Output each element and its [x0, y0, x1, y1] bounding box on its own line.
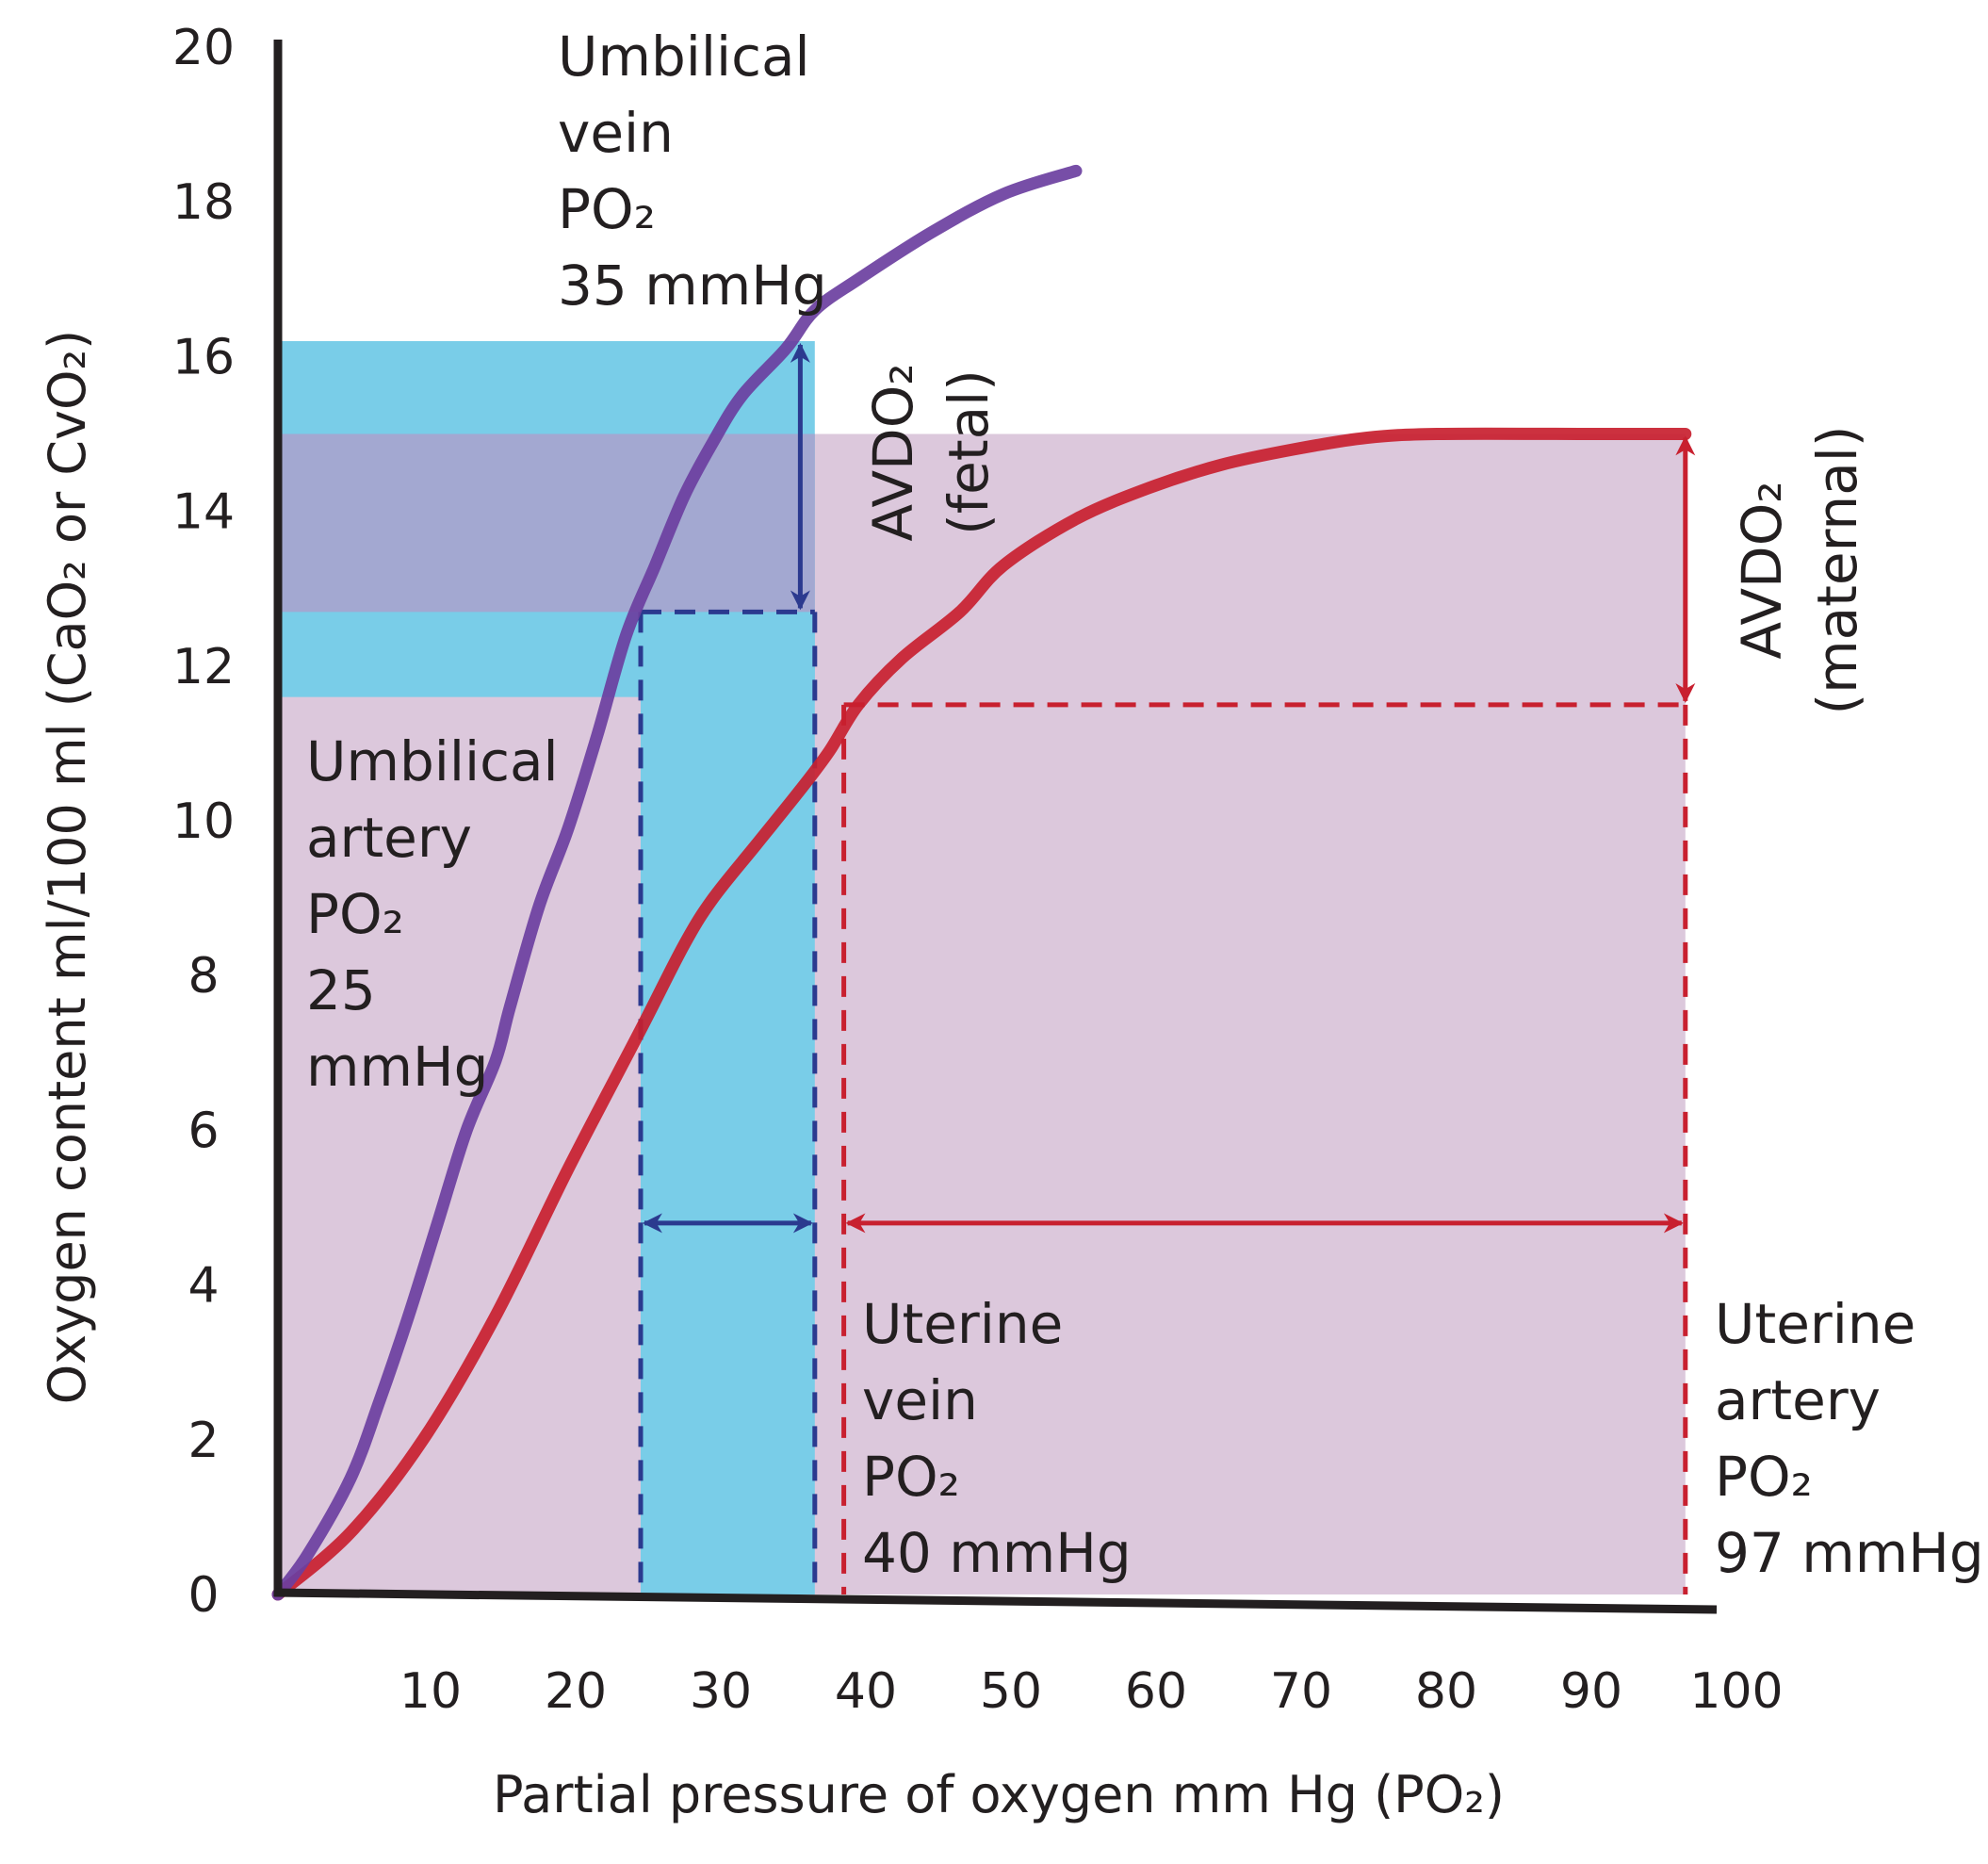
annotation-avdo2-maternal: AVDO₂ (maternal) [1730, 426, 1869, 715]
annotation-umbilical-artery: Umbilical artery PO₂ 25 mmHg [306, 729, 559, 1099]
y-tick-label: 0 [187, 1567, 219, 1624]
y-tick-label: 12 [172, 639, 235, 695]
x-tick-label: 60 [1125, 1663, 1187, 1720]
x-tick-label: 10 [399, 1663, 462, 1720]
x-tick-label: 30 [690, 1663, 752, 1720]
x-tick-label: 100 [1689, 1663, 1783, 1720]
x-axis-title: Partial pressure of oxygen mm Hg (PO₂) [493, 1765, 1505, 1824]
annotation-line: PO₂ [558, 177, 656, 241]
annotation-line: artery [1715, 1368, 1881, 1432]
y-tick-label: 8 [187, 948, 219, 1005]
y-axis-title: Oxygen content ml/100 ml (CaO₂ or CvO₂) [38, 330, 97, 1405]
y-tick-label: 16 [172, 329, 235, 385]
y-tick-label: 2 [187, 1413, 219, 1469]
annotation-line: PO₂ [862, 1445, 960, 1509]
annotation-line: 40 mmHg [862, 1521, 1132, 1585]
annotation-line: Umbilical [558, 25, 810, 89]
x-tick-label: 40 [835, 1663, 897, 1720]
x-tick-label: 70 [1270, 1663, 1332, 1720]
annotation-line: AVDO₂ [1730, 481, 1794, 659]
annotation-line: artery [306, 806, 472, 870]
annotation-line: PO₂ [1715, 1445, 1813, 1509]
annotations: Umbilical vein PO₂ 35 mmHg Umbilical artery PO… [306, 25, 1984, 1585]
x-tick-labels: 10 20 30 40 50 60 70 80 90 100 [399, 1663, 1784, 1720]
x-tick-label: 90 [1560, 1663, 1622, 1720]
annotation-line: 97 mmHg [1715, 1521, 1984, 1585]
series-fetal-curve [271, 164, 1083, 1601]
y-tick-label: 20 [172, 20, 235, 76]
annotation-uterine-vein: Uterine vein PO₂ 40 mmHg [862, 1292, 1132, 1585]
annotation-line: 25 [306, 958, 376, 1022]
x-tick-label: 80 [1415, 1663, 1477, 1720]
annotation-avdo2-fetal: AVDO₂ (fetal) [861, 363, 1001, 541]
series-curves [271, 164, 1692, 1601]
annotation-line: vein [558, 101, 674, 165]
annotation-line: vein [862, 1368, 978, 1432]
annotation-line: Uterine [862, 1292, 1063, 1356]
y-tick-labels: 0 2 4 6 8 10 12 14 16 18 20 [172, 20, 235, 1624]
annotation-line: (maternal) [1805, 426, 1869, 715]
annotation-line: Uterine [1715, 1292, 1915, 1356]
annotation-line: 35 mmHg [558, 253, 827, 318]
x-tick-label: 50 [980, 1663, 1042, 1720]
annotation-line: (fetal) [937, 369, 1001, 535]
x-tick-label: 20 [545, 1663, 607, 1720]
annotation-umbilical-vein: Umbilical vein PO₂ 35 mmHg [558, 25, 827, 318]
axes [273, 40, 1718, 1614]
annotation-line: PO₂ [306, 882, 404, 946]
y-tick-label: 18 [172, 174, 235, 231]
x-axis-line [273, 1588, 1718, 1614]
annotation-uterine-artery: Uterine artery PO₂ 97 mmHg [1715, 1292, 1984, 1585]
y-tick-label: 10 [172, 793, 235, 850]
fetal-pressure-band [641, 612, 815, 1594]
y-tick-label: 4 [187, 1258, 219, 1315]
arrows [642, 342, 1696, 1234]
annotation-line: Umbilical [306, 729, 559, 793]
annotation-line: AVDO₂ [861, 363, 925, 541]
reference-lines [638, 609, 1688, 1594]
annotation-line: mmHg [306, 1035, 488, 1099]
y-tick-label: 14 [172, 484, 235, 541]
y-tick-label: 6 [187, 1103, 219, 1159]
series-maternal-curve [271, 427, 1692, 1601]
overlap-band [278, 433, 815, 613]
